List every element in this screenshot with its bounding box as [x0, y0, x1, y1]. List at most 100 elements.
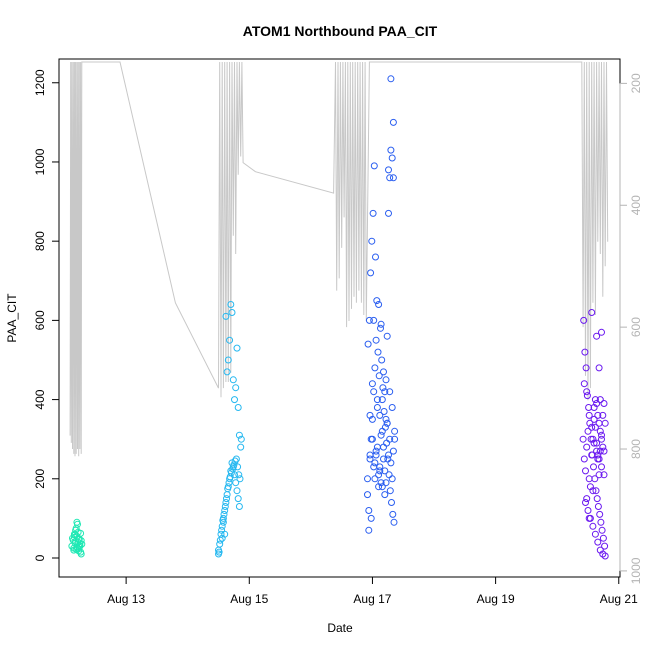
data-point: [372, 253, 379, 261]
data-point: [378, 483, 386, 491]
data-point: [593, 495, 601, 503]
data-point: [600, 471, 608, 479]
data-point: [590, 415, 598, 423]
data-point: [388, 499, 395, 506]
data-point: [582, 499, 589, 506]
x-tick-label: Aug 19: [477, 592, 515, 606]
data-point: [378, 427, 386, 435]
data-point: [222, 499, 230, 506]
data-point: [383, 332, 391, 340]
data-point: [591, 475, 599, 483]
y2-tick-label: 400: [629, 195, 643, 215]
data-point: [227, 469, 235, 477]
data-point: [237, 443, 245, 451]
data-point: [583, 388, 591, 396]
data-point: [388, 404, 396, 411]
data-point: [373, 443, 381, 451]
data-point: [390, 518, 398, 526]
data-point: [233, 487, 241, 495]
data-point: [588, 309, 596, 316]
data-point: [368, 435, 376, 443]
data-point: [235, 503, 243, 510]
y2-tick-label: 1000: [629, 557, 643, 584]
data-point: [221, 503, 229, 510]
data-point: [600, 447, 608, 455]
data-point: [384, 455, 392, 463]
data-point: [364, 475, 371, 483]
data-point: [224, 356, 232, 364]
data-point: [388, 154, 396, 162]
data-point: [389, 510, 397, 518]
x-axis-label: Date: [327, 621, 353, 635]
data-point: [586, 419, 594, 427]
data-point: [221, 507, 229, 514]
y2-tick-label: 600: [629, 317, 643, 337]
data-point: [70, 533, 78, 541]
data-point: [234, 495, 242, 503]
data-point: [77, 537, 85, 545]
data-point: [366, 451, 374, 459]
x-tick-label: Aug 21: [600, 592, 638, 606]
data-point: [389, 447, 397, 455]
data-point: [595, 419, 603, 427]
y-tick-label: 200: [33, 468, 47, 488]
data-point: [226, 473, 234, 481]
data-point: [591, 530, 599, 538]
data-point: [377, 320, 385, 328]
y2-tick-label: 800: [629, 439, 643, 459]
data-point: [218, 526, 226, 534]
data-point: [601, 419, 609, 427]
data-point: [373, 297, 381, 305]
data-point: [378, 396, 386, 404]
data-point: [380, 368, 387, 376]
data-point: [370, 162, 378, 170]
background-depth-line: [69, 61, 609, 457]
data-point: [591, 396, 599, 404]
data-point: [596, 427, 604, 435]
chart-title: ATOM1 Northbound PAA_CIT: [243, 23, 438, 39]
data-point: [386, 487, 394, 495]
data-point: [216, 540, 224, 548]
data-point: [372, 336, 380, 344]
data-point: [226, 336, 234, 344]
series-2: [215, 301, 245, 558]
data-point: [379, 384, 387, 392]
data-point: [583, 443, 591, 451]
data-point: [231, 396, 238, 404]
data-point: [232, 479, 240, 487]
data-point: [599, 411, 607, 419]
data-point: [216, 536, 224, 544]
data-point: [389, 174, 397, 182]
data-point: [365, 507, 373, 514]
data-point: [375, 301, 383, 308]
background-line-layer: [69, 61, 609, 457]
data-point: [367, 269, 375, 277]
data-point: [377, 479, 385, 487]
data-point: [381, 388, 389, 396]
x-tick-label: Aug 15: [230, 592, 268, 606]
data-point: [601, 542, 609, 550]
data-point: [377, 324, 384, 332]
data-point: [596, 396, 604, 404]
data-point: [368, 380, 376, 388]
data-point: [596, 510, 604, 518]
data-point: [382, 479, 390, 487]
data-point: [380, 408, 388, 415]
x-axis: Aug 13 Aug 15 Aug 17 Aug 19 Aug 21: [107, 576, 638, 606]
data-point: [366, 455, 374, 463]
series-4: [579, 309, 609, 560]
data-point: [599, 534, 607, 542]
data-point: [380, 455, 387, 463]
data-point: [589, 522, 597, 530]
data-point: [595, 455, 603, 463]
data-point: [583, 495, 591, 503]
data-point: [223, 495, 230, 503]
data-point: [381, 491, 389, 499]
data-point: [233, 344, 241, 352]
data-point: [595, 471, 603, 479]
data-point: [372, 447, 380, 455]
data-point: [387, 75, 395, 83]
data-point: [220, 510, 228, 518]
series-1: [68, 518, 86, 558]
